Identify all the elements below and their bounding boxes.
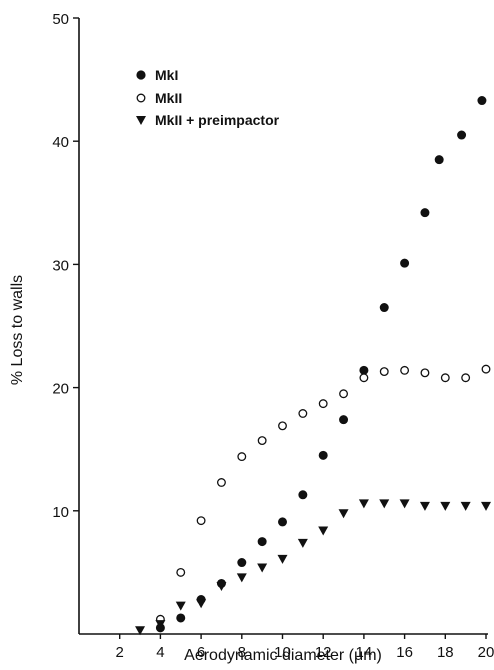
y-tick-label: 40 xyxy=(52,134,69,151)
y-tick-label: 20 xyxy=(52,381,69,398)
data-point-mkii-preimpactor xyxy=(216,581,227,591)
y-axis-label: % Loss to walls xyxy=(9,275,26,385)
data-point-mki xyxy=(318,450,328,460)
x-tick-label: 4 xyxy=(156,644,164,661)
x-tick-label: 6 xyxy=(197,644,205,661)
x-tick-label: 14 xyxy=(356,644,373,661)
data-point-mki xyxy=(379,303,389,313)
legend-label-mki: MkI xyxy=(155,67,178,83)
x-tick-label: 12 xyxy=(315,644,332,661)
legend-marker-mkii-preimpactor xyxy=(136,116,146,125)
legend-marker-mkii xyxy=(136,93,146,103)
data-point-mkii xyxy=(339,389,348,399)
data-point-mkii-preimpactor xyxy=(196,599,207,609)
axes xyxy=(78,18,488,635)
data-point-mkii-preimpactor xyxy=(481,501,491,511)
data-point-mki xyxy=(400,258,410,268)
data-point-mkii-preimpactor xyxy=(135,626,146,636)
data-point-mkii-preimpactor xyxy=(379,499,390,509)
data-markers xyxy=(135,96,491,636)
data-point-mkii-preimpactor xyxy=(440,501,451,511)
data-point-mkii xyxy=(196,516,206,526)
legend-marker-mki xyxy=(136,70,146,80)
data-point-mkii xyxy=(359,373,369,383)
data-point-mkii xyxy=(318,399,328,409)
data-point-mkii-preimpactor xyxy=(257,563,268,573)
data-point-mki xyxy=(359,365,369,375)
data-point-mki xyxy=(420,208,430,218)
data-point-mki xyxy=(176,613,186,623)
data-point-mki xyxy=(278,517,287,527)
data-point-mkii-preimpactor xyxy=(236,573,247,583)
data-point-mkii xyxy=(420,368,430,378)
legend: MkI MkII MkII + preimpactor xyxy=(136,67,280,128)
data-point-mki xyxy=(298,490,308,500)
data-point-mki xyxy=(457,130,467,140)
x-tick-label: 18 xyxy=(437,644,454,661)
y-tick-label: 50 xyxy=(52,11,69,28)
x-tick-label: 20 xyxy=(478,644,494,661)
data-point-mkii-preimpactor xyxy=(277,554,288,564)
data-point-mkii xyxy=(278,421,287,431)
data-point-mkii xyxy=(379,367,389,377)
data-point-mkii-preimpactor xyxy=(338,509,349,519)
x-ticks: 2 4 6 8 10 12 14 16 18 20 xyxy=(116,634,494,661)
x-tick-label: 16 xyxy=(396,644,413,661)
data-point-mkii xyxy=(237,452,247,462)
data-point-mkii-preimpactor xyxy=(358,499,369,509)
data-point-mkii-preimpactor xyxy=(399,499,410,509)
data-point-mkii-preimpactor xyxy=(318,526,329,536)
data-point-mki xyxy=(257,537,267,547)
data-point-mkii-preimpactor xyxy=(175,601,186,611)
data-point-mki xyxy=(434,155,444,165)
data-point-mkii xyxy=(461,373,471,383)
data-point-mkii xyxy=(216,478,226,487)
data-point-mkii-preimpactor xyxy=(460,501,471,511)
legend-label-mkii-preimpactor: MkII + preimpactor xyxy=(155,112,280,128)
data-point-mkii xyxy=(257,436,267,446)
data-point-mkii-preimpactor xyxy=(419,501,430,511)
data-point-mkii xyxy=(440,373,450,383)
data-point-mkii xyxy=(481,364,491,374)
x-tick-label: 8 xyxy=(238,644,246,661)
y-tick-label: 30 xyxy=(52,257,69,274)
legend-label-mkii: MkII xyxy=(155,90,182,106)
data-point-mkii-preimpactor xyxy=(297,538,308,548)
data-point-mki xyxy=(477,96,487,106)
data-point-mkii xyxy=(176,567,186,577)
y-tick-label: 10 xyxy=(52,504,69,521)
data-point-mkii xyxy=(298,409,308,418)
data-point-mkii xyxy=(400,365,410,375)
data-point-mki xyxy=(237,558,247,568)
data-point-mkii-preimpactor xyxy=(155,620,166,630)
y-ticks: 10 20 30 40 50 xyxy=(52,11,79,521)
x-axis-label: Aerodynamic diameter (μm) xyxy=(184,647,382,664)
data-point-mki xyxy=(339,415,349,425)
x-tick-label: 10 xyxy=(274,644,291,661)
x-tick-label: 2 xyxy=(116,644,124,661)
